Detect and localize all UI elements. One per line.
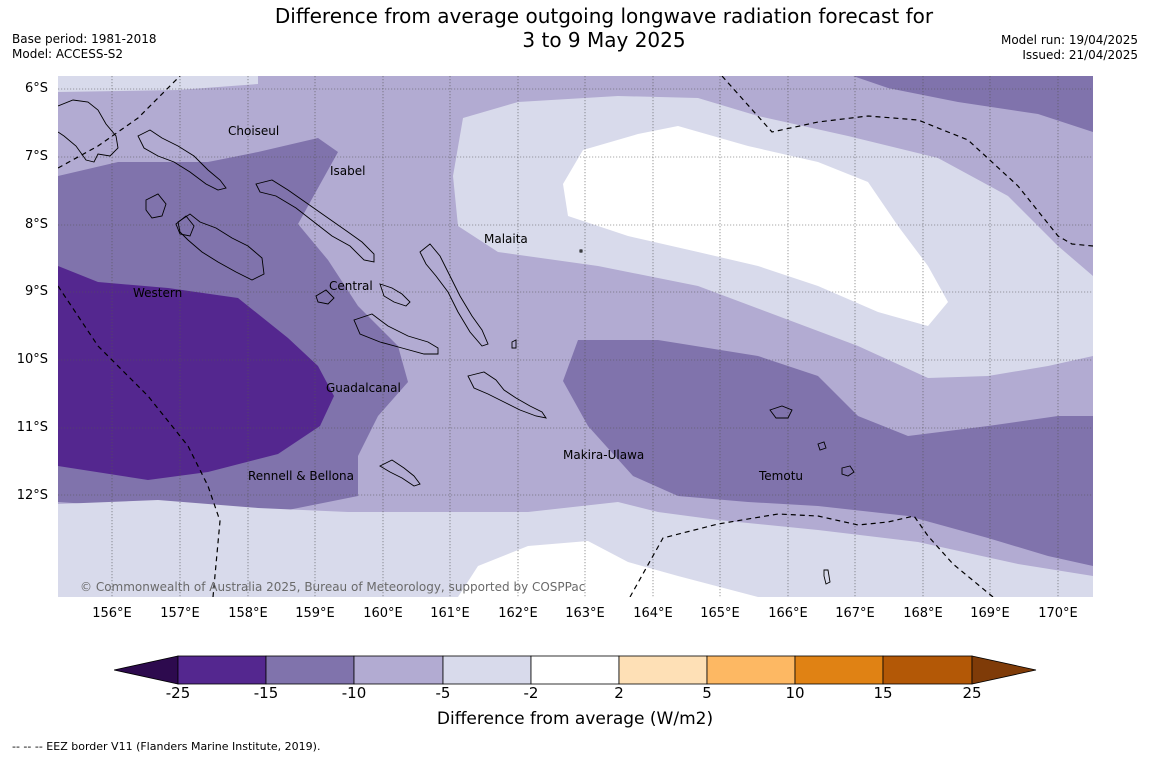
rennell-coast [379,459,421,487]
anomaly-field-svg [58,76,1093,597]
label-rennell-bellona: Rennell & Bellona [248,469,355,483]
label-central: Central [329,279,373,293]
base-period-text: Base period: 1981-2018 [12,32,157,46]
colorbar-segment-extend-high [971,655,1037,685]
choiseul-coast [137,129,227,191]
eez-border-west [58,285,221,597]
santa-cruz-coast [769,405,793,419]
colorbar-segment-pos15-pos25 [882,655,973,685]
label-isabel: Isabel [330,164,366,178]
colorbar-tick-neg15: -15 [253,684,279,702]
lat-label-7s: 7°S [24,149,48,164]
label-malaita: Malaita [484,232,528,246]
lon-label-159e: 159°E [295,606,335,621]
title-line-2: 3 to 9 May 2025 [522,28,686,52]
colorbar-segment-neg10-neg5 [353,655,444,685]
colorbar-label: Difference from average (W/m2) [436,709,714,729]
lon-label-161e: 161°E [430,606,470,621]
isabel-coast [255,179,375,263]
lon-label-168e: 168°E [903,606,943,621]
sikaiana-coast [579,249,583,253]
label-temotu: Temotu [759,469,804,483]
colorbar-segment-extend-low [114,655,179,685]
colorbar [114,655,1037,685]
lon-label-160e: 160°E [363,606,403,621]
bougainville-coast [58,99,119,163]
lon-label-166e: 166°E [768,606,808,621]
label-guadalcanal: Guadalcanal [326,381,401,395]
label-makira-ulawa: Makira-Ulawa [563,448,645,462]
new-georgia-group-coast [177,213,265,281]
lat-label-6s: 6°S [24,81,48,96]
label-choiseul: Choiseul [228,124,280,138]
lon-label-163e: 163°E [565,606,605,621]
makira-coast [467,371,547,419]
colorbar-segment-pos2-pos5 [618,655,708,685]
lon-label-164e: 164°E [633,606,673,621]
anuta-coast [823,569,831,585]
anomaly-zone-neg5-neg2-topleft [58,76,258,92]
guadalcanal-coast [353,313,439,355]
metadata-left: Base period: 1981-2018 Model: ACCESS-S2 [12,32,157,62]
colorbar-segment-neg2-pos2 [530,655,620,685]
lat-label-11s: 11°S [16,420,48,435]
copyright-notice: © Commonwealth of Australia 2025, Bureau… [80,580,586,594]
lon-label-167e: 167°E [835,606,875,621]
metadata-right: Model run: 19/04/2025 Issued: 21/04/2025 [1001,33,1138,63]
colorbar-segment-neg15-neg10 [265,655,355,685]
colorbar-segment-neg25-neg15 [177,655,267,685]
lat-label-8s: 8°S [24,217,48,232]
colorbar-segment-neg5-neg2 [442,655,532,685]
forecast-map: Choiseul Isabel Malaita Western Central … [58,76,1093,597]
colorbar-segment-pos10-pos15 [794,655,884,685]
lon-label-162e: 162°E [498,606,538,621]
colorbar-tick-neg25: -25 [165,684,191,702]
kolombangara-coast [175,215,195,237]
anomaly-zone-neg25-neg15-west [58,266,334,480]
colorbar-tick-neg10: -10 [341,684,367,702]
lat-label-12s: 12°S [16,488,48,503]
model-text: Model: ACCESS-S2 [12,47,124,61]
anomaly-zone-neg15-neg10-topright [853,76,1093,132]
eez-border-northwest [58,76,181,169]
lon-label-165e: 165°E [700,606,740,621]
utupua-coast [817,441,827,451]
lat-label-10s: 10°S [16,352,48,367]
colorbar-tick-pos15: 15 [873,684,893,702]
anomaly-zone-neg2-pos2-bottom [458,541,758,597]
lon-label-170e: 170°E [1038,606,1078,621]
malaita-coast [419,243,489,347]
title-line-1: Difference from average outgoing longwav… [274,4,934,28]
colorbar-tick-neg2: -2 [523,684,539,702]
russell-coast [315,289,335,305]
colorbar-segment-pos5-pos10 [706,655,796,685]
new-georgia-coast [145,193,167,219]
anomaly-zone-neg2-pos2-central [563,126,948,326]
eez-borders [58,76,1093,597]
coastlines [58,99,855,585]
lon-label-157e: 157°E [160,606,200,621]
lat-label-9s: 9°S [24,284,48,299]
colorbar-tick-neg5: -5 [435,684,451,702]
lon-label-169e: 169°E [970,606,1010,621]
colorbar-tick-pos25: 25 [962,684,982,702]
ulawa-coast [511,339,517,349]
lon-label-158e: 158°E [228,606,268,621]
nggela-coast [379,283,411,307]
colorbar-tick-pos5: 5 [702,684,712,702]
chart-title: Difference from average outgoing longwav… [200,4,1008,52]
colorbar-tick-pos2: 2 [614,684,624,702]
anomaly-zone-neg15-neg10-east [563,340,1093,566]
issued-text: Issued: 21/04/2025 [1022,48,1138,62]
eez-legend-note: -- -- -- EEZ border V11 (Flanders Marine… [12,740,321,753]
colorbar-tick-pos10: 10 [785,684,805,702]
model-run-text: Model run: 19/04/2025 [1000,33,1138,47]
eez-border-northeast [721,76,1093,247]
vanikoro-coast [841,465,855,477]
lon-label-156e: 156°E [92,606,132,621]
label-western: Western [133,286,183,300]
